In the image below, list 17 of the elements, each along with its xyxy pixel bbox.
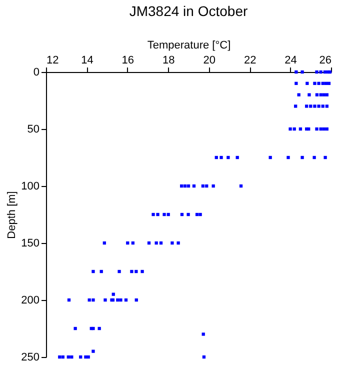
y-tick-label: 200 [21,294,40,306]
y-tick-label: 0 [33,66,40,78]
x-tick-label: 20 [203,54,216,66]
x-tick-label: 18 [162,54,175,66]
x-tick-label: 22 [244,54,256,66]
x-tick-label: 26 [319,54,332,66]
x-tick-label: 16 [122,54,134,66]
x-tick-label: 14 [81,54,94,66]
y-tick-label: 150 [21,238,40,250]
x-tick-label: 12 [46,54,59,66]
chart-title: JM3824 in October [129,3,248,19]
x-tick-label: 24 [284,54,297,66]
y-axis-title: Depth [m] [6,191,18,239]
y-tick-label: 100 [21,180,40,192]
x-axis-title: Temperature [°C] [147,40,231,52]
y-tick-label: 250 [21,352,40,364]
y-tick-label: 50 [27,124,40,136]
